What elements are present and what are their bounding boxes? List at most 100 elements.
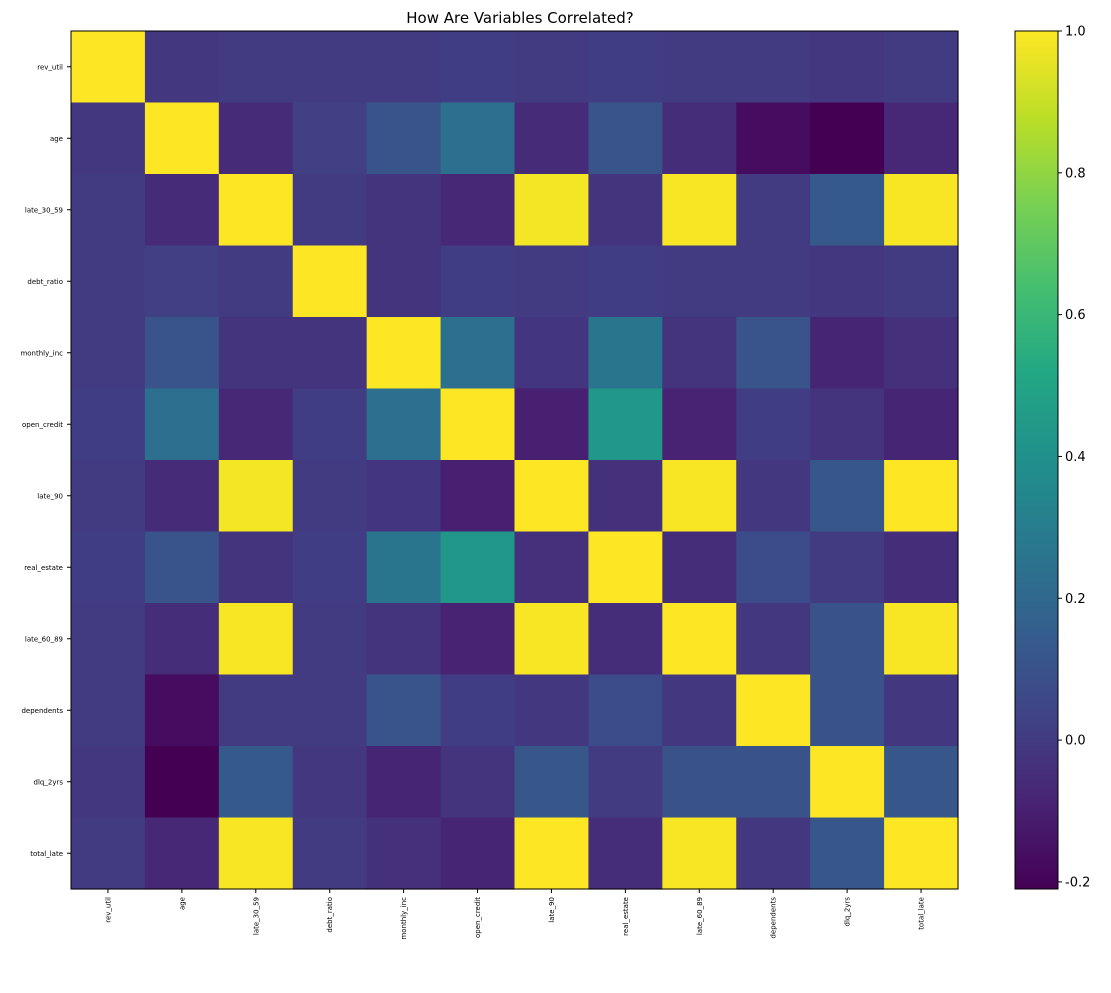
heatmap-cell [588,817,663,890]
heatmap-cell [440,817,516,890]
heatmap-cell [514,603,590,676]
heatmap-cell [588,531,663,604]
heatmap-cell [662,603,737,676]
heatmap-cell [736,460,811,533]
heatmap-cell [71,674,146,747]
heatmap-cell [736,817,811,890]
y-tick-label: dlq_2yrs [34,778,64,786]
heatmap-cell [440,174,516,247]
x-tick-label: debt_ratio [326,897,334,933]
heatmap-cell [736,603,811,676]
heatmap-cell [292,674,368,747]
heatmap-cell [736,174,811,247]
heatmap-cell [292,317,368,390]
y-tick-label: dependents [21,707,63,715]
colorbar-tick-label: 0.0 [1065,734,1086,749]
heatmap-cell [218,817,294,890]
heatmap-cell [736,31,811,104]
x-axis-tick-labels: rev_util age late_30_59 debt_ratio monthly_i… [104,889,926,940]
heatmap-cell [884,388,959,461]
heatmap-cell [440,317,516,390]
heatmap-cell [736,531,811,604]
heatmap-cell [144,603,220,676]
heatmap-cell [736,746,811,819]
heatmap-cell [662,31,737,104]
colorbar-tick-label: 0.8 [1065,166,1086,181]
y-tick-label: open_credit [22,421,63,429]
heatmap-cell [810,245,885,318]
heatmap-cell [884,102,959,175]
y-tick-label: real_estate [24,564,63,572]
heatmap-cell [440,245,516,318]
heatmap-cell [884,317,959,390]
heatmap-cell [71,531,146,604]
x-tick-label: dlq_2yrs [844,897,852,927]
heatmap-cell [144,674,220,747]
heatmap-cell [736,245,811,318]
y-tick-label: monthly_inc [20,349,63,357]
heatmap-cell [588,245,663,318]
heatmap-cell [366,102,442,175]
x-tick-label: real_estate [622,897,630,936]
heatmap-cell [292,531,368,604]
heatmap-cell [662,460,737,533]
heatmap-cell [144,388,220,461]
heatmap-cell [588,460,663,533]
heatmap-cell [366,317,442,390]
heatmap-cell [588,388,663,461]
heatmap-cell [884,531,959,604]
heatmap-cell [218,245,294,318]
y-tick-label: late_90 [37,492,63,500]
heatmap-cell [366,746,442,819]
x-tick-label: age [178,897,186,910]
heatmap-cell [514,674,590,747]
heatmap-cell [884,603,959,676]
heatmap-cell [662,746,737,819]
heatmap-cell [514,245,590,318]
heatmap-cell [71,388,146,461]
heatmap-cell [662,317,737,390]
heatmap-cell [440,746,516,819]
heatmap-cell [144,817,220,890]
x-tick-label: late_60_89 [696,897,704,935]
heatmap-cell [71,102,146,175]
heatmap-cell [440,102,516,175]
y-tick-label: age [50,135,63,143]
y-tick-label: debt_ratio [27,278,63,286]
x-tick-label: monthly_inc [400,897,408,940]
heatmap-cell [71,746,146,819]
heatmap-cell [810,531,885,604]
heatmap-cell [144,102,220,175]
heatmap-cell [662,245,737,318]
heatmap-cell [810,31,885,104]
heatmap-cell [292,388,368,461]
y-tick-label: rev_util [37,63,63,71]
heatmap-cell [292,817,368,890]
heatmap-cell [810,746,885,819]
heatmap-cells [71,31,959,890]
heatmap-cell [662,817,737,890]
heatmap-cell [366,603,442,676]
heatmap-cell [884,31,959,104]
heatmap-cell [366,531,442,604]
colorbar-ticks: 1.0 0.8 0.6 0.4 0.2 0.0 -0.2 [1058,25,1090,890]
heatmap-cell [71,817,146,890]
heatmap-cell [218,174,294,247]
heatmap-cell [588,603,663,676]
colorbar-tick-label: -0.2 [1065,875,1090,890]
heatmap-cell [588,31,663,104]
heatmap-cell [71,317,146,390]
heatmap-cell [71,460,146,533]
heatmap-cell [810,603,885,676]
heatmap-cell [514,388,590,461]
heatmap-cell [662,531,737,604]
heatmap-cell [218,388,294,461]
heatmap-cell [366,245,442,318]
heatmap-cell [736,317,811,390]
heatmap-cell [736,674,811,747]
heatmap-cell [514,817,590,890]
heatmap-cell [514,102,590,175]
x-tick-label: late_90 [548,897,556,923]
